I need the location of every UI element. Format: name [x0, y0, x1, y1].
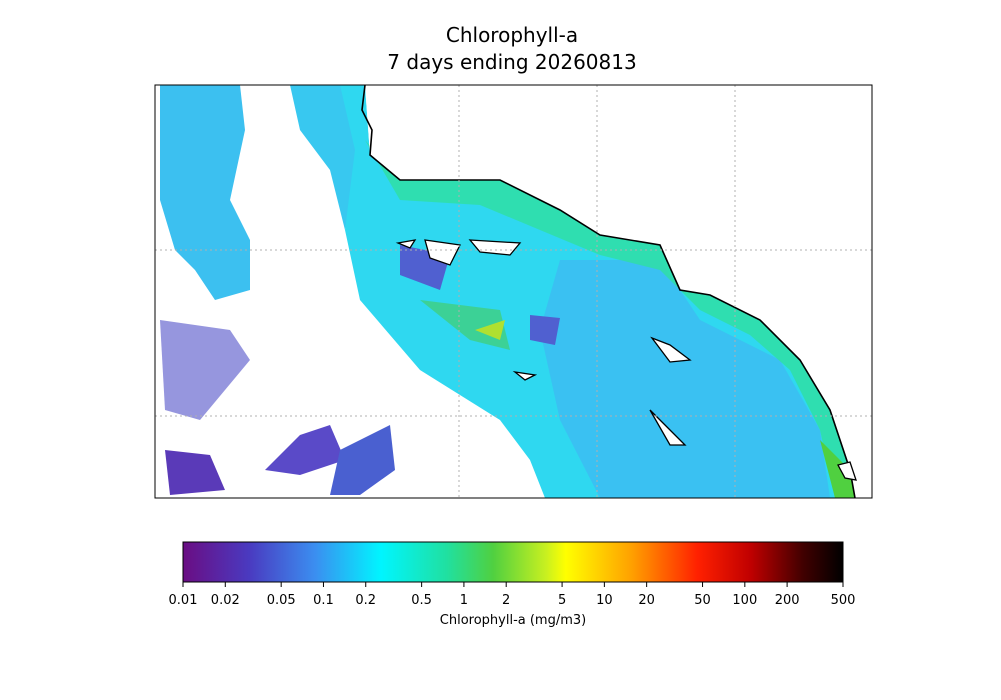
- colorbar-gradient: [182, 541, 844, 583]
- tick-label: 50: [694, 593, 711, 608]
- tick-label: 200: [775, 593, 800, 608]
- title-line: Chlorophyll-a: [446, 23, 578, 47]
- colorbar-label: Chlorophyll-a (mg/m3): [440, 613, 586, 628]
- tick-label: 0.1: [313, 593, 334, 608]
- tick-label: 2: [502, 593, 510, 608]
- tick-label: 500: [831, 593, 856, 608]
- tick-label: 1: [460, 593, 468, 608]
- tick-label: 0.05: [267, 593, 296, 608]
- map-area: [155, 85, 872, 498]
- tick-label: 5: [558, 593, 566, 608]
- tick-label: 0.02: [211, 593, 240, 608]
- map-frame: [154, 84, 873, 499]
- tick-label: 0.5: [411, 593, 432, 608]
- tick-label: 100: [732, 593, 757, 608]
- tick-label: 0.01: [169, 593, 198, 608]
- colorbar: Chlorophyll-a (mg/m3) 0.01 0.02 0.05 0.1 0.2…: [169, 541, 856, 628]
- tick-label: 0.2: [355, 593, 376, 608]
- tick-label: 20: [638, 593, 655, 608]
- title-line: 7 days ending 20260813: [387, 50, 636, 74]
- tick-label: 10: [596, 593, 613, 608]
